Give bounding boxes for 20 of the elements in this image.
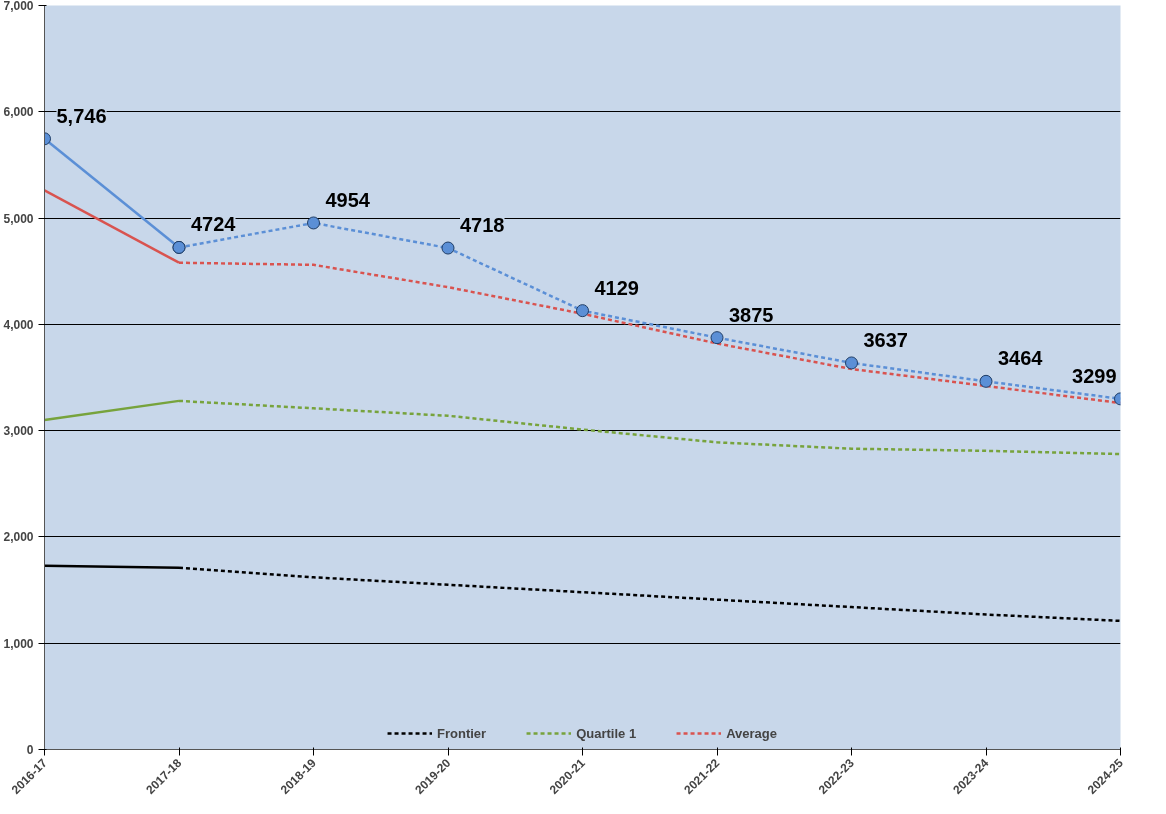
data-label: 3875 bbox=[729, 303, 774, 326]
y-tick-label: 0 bbox=[26, 743, 34, 757]
data-label: 4129 bbox=[594, 276, 639, 299]
data-label: 4724 bbox=[191, 213, 237, 236]
data-label: 4954 bbox=[325, 188, 371, 211]
data-label: 5,746 bbox=[56, 104, 107, 127]
y-tick-label: 1,000 bbox=[3, 636, 34, 651]
legend-label: Frontier bbox=[437, 725, 487, 741]
y-tick-label: 4,000 bbox=[3, 317, 34, 332]
y-tick-label: 2,000 bbox=[3, 530, 34, 545]
data-label: 3464 bbox=[998, 347, 1044, 370]
data-label: 3299 bbox=[1072, 364, 1117, 387]
legend-label: Average bbox=[726, 725, 777, 741]
y-tick-label: 6,000 bbox=[3, 105, 34, 120]
data-label: 4718 bbox=[460, 214, 505, 237]
legend-label: Quartile 1 bbox=[576, 725, 637, 741]
data-label: 3637 bbox=[863, 328, 908, 351]
y-tick-label: 7,000 bbox=[3, 0, 34, 13]
y-tick-label: 5,000 bbox=[3, 211, 34, 226]
y-tick-label: 3,000 bbox=[3, 424, 34, 439]
